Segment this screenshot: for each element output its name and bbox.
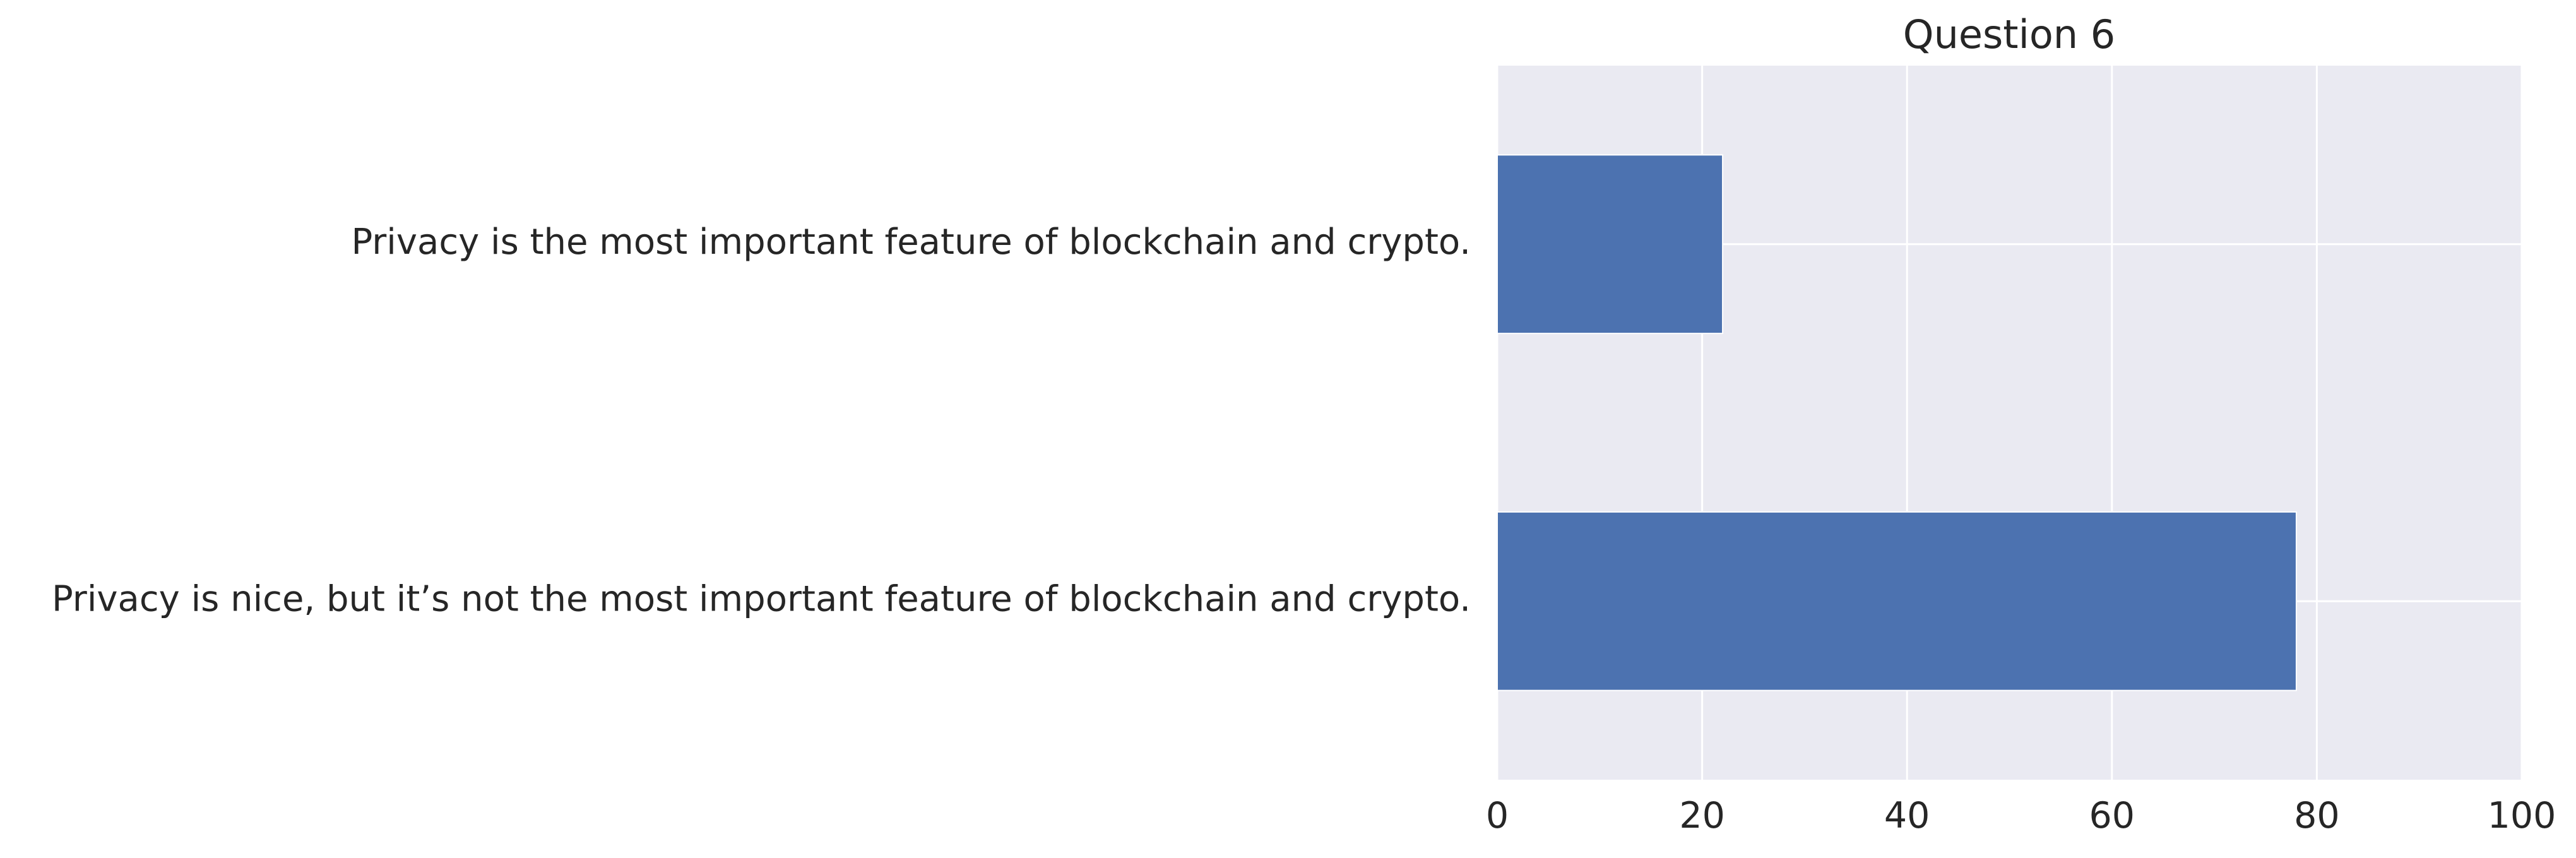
x-tick-labels: 0 20 40 60 80 100 xyxy=(1486,795,2556,837)
x-tick-label: 60 xyxy=(2089,795,2135,837)
bars xyxy=(1497,154,2297,691)
bar xyxy=(1497,511,2297,691)
category-label: Privacy is nice, but it’s not the most i… xyxy=(52,578,1471,619)
x-tick-label: 100 xyxy=(2488,795,2556,837)
category-labels: Privacy is the most important feature of… xyxy=(52,222,1471,620)
category-label: Privacy is the most important feature of… xyxy=(352,222,1471,263)
x-tick-label: 40 xyxy=(1884,795,1930,837)
bar xyxy=(1497,154,1724,335)
x-tick-label: 80 xyxy=(2294,795,2340,837)
x-tick-label: 0 xyxy=(1486,795,1509,837)
chart-title: Question 6 xyxy=(1903,11,2115,57)
x-tick-label: 20 xyxy=(1679,795,1725,837)
